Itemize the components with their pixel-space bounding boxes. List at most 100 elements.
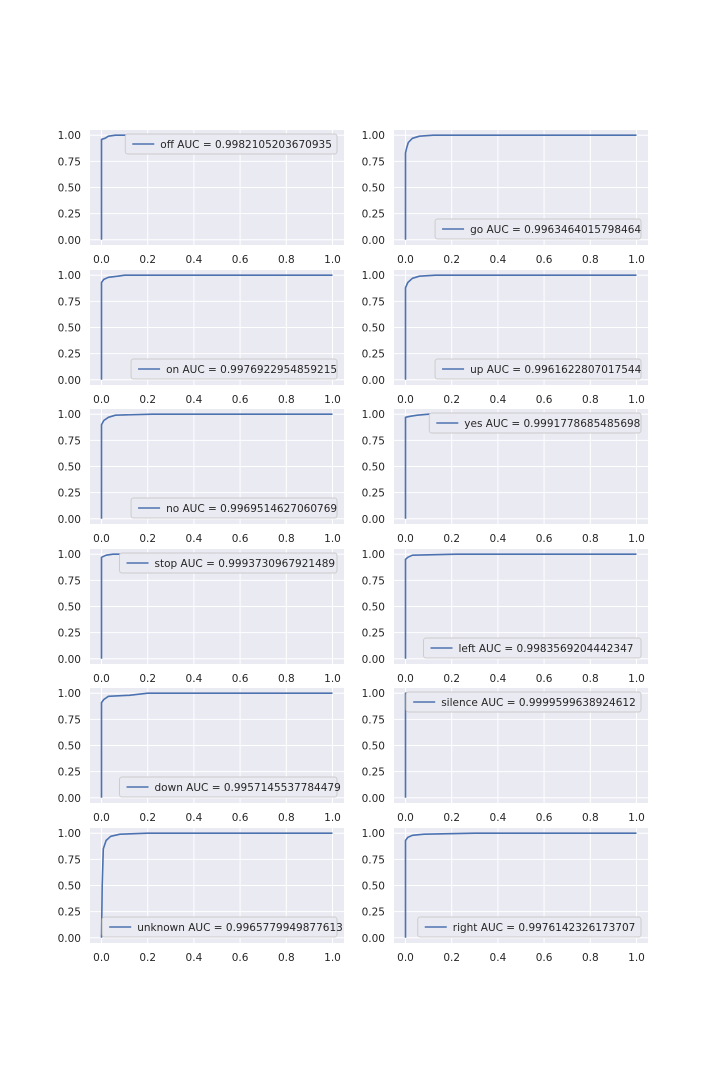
y-tick-label: 0.75 xyxy=(58,296,81,308)
roc-curve-line xyxy=(100,832,333,938)
x-tick-label: 0.0 xyxy=(397,254,414,266)
y-tick-label: 0.50 xyxy=(362,602,385,614)
y-tick-label: 0.75 xyxy=(58,435,81,447)
roc-subplot-2: 0.0 0.2 0.4 0.6 0.8 1.0 0.00 0.25 0.50 0.75 1.00 go… xyxy=(362,130,648,266)
y-tick-label: 0.00 xyxy=(58,235,81,247)
y-tick-label: 0.00 xyxy=(362,514,385,526)
x-tick-label: 1.0 xyxy=(628,673,645,685)
x-tick-label: 0.8 xyxy=(278,673,295,685)
legend-box xyxy=(130,497,338,519)
roc-subplot-3: 0.0 0.2 0.4 0.6 0.8 1.0 0.00 0.25 0.50 0.75 1.00 on… xyxy=(58,270,344,406)
x-tick-label: 0.6 xyxy=(536,394,553,406)
x-tick-label: 0.8 xyxy=(582,673,599,685)
y-tick-label: 1.00 xyxy=(362,688,385,700)
y-tick-label: 1.00 xyxy=(58,549,81,561)
legend: right AUC = 0.9976142326173707 xyxy=(417,916,642,938)
x-tick-label: 0.6 xyxy=(232,394,249,406)
x-tick-label: 1.0 xyxy=(628,394,645,406)
y-tick-label: 0.25 xyxy=(362,907,385,919)
x-tick-label: 0.0 xyxy=(93,673,110,685)
x-tick-label: 0.4 xyxy=(490,254,507,266)
y-tick-label: 0.25 xyxy=(58,767,81,779)
roc-subplot-4: 0.0 0.2 0.4 0.6 0.8 1.0 0.00 0.25 0.50 0.75 1.00 up… xyxy=(362,270,648,406)
roc-subplot-8: 0.0 0.2 0.4 0.6 0.8 1.0 0.00 0.25 0.50 0.75 1.00 le… xyxy=(362,549,648,685)
legend-label: no AUC = 0.9969514627060769 xyxy=(166,503,337,515)
y-tick-label: 0.00 xyxy=(362,235,385,247)
x-tick-label: 0.8 xyxy=(278,254,295,266)
y-tick-label: 1.00 xyxy=(58,688,81,700)
legend-label: up AUC = 0.9961622807017544 xyxy=(470,364,642,376)
y-tick-label: 0.50 xyxy=(362,741,385,753)
y-tick-label: 0.00 xyxy=(58,933,81,945)
y-tick-label: 0.50 xyxy=(58,462,81,474)
x-tick-label: 0.8 xyxy=(278,394,295,406)
x-tick-label: 0.0 xyxy=(93,254,110,266)
x-tick-label: 0.4 xyxy=(490,533,507,545)
x-tick-label: 0.6 xyxy=(232,254,249,266)
y-tick-label: 0.50 xyxy=(362,323,385,335)
y-tick-label: 0.75 xyxy=(362,156,385,168)
roc-curve-line xyxy=(404,274,637,380)
x-tick-label: 0.4 xyxy=(490,394,507,406)
legend-label: stop AUC = 0.9993730967921489 xyxy=(155,558,336,570)
legend-label: right AUC = 0.9976142326173707 xyxy=(453,922,636,934)
y-tick-label: 0.00 xyxy=(58,375,81,387)
x-tick-label: 0.0 xyxy=(397,812,414,824)
y-tick-label: 0.75 xyxy=(362,714,385,726)
y-tick-label: 0.25 xyxy=(58,628,81,640)
x-tick-label: 0.0 xyxy=(397,394,414,406)
y-tick-label: 0.25 xyxy=(58,907,81,919)
roc-curve-line xyxy=(404,832,637,938)
y-tick-label: 0.50 xyxy=(58,602,81,614)
y-tick-label: 0.00 xyxy=(362,793,385,805)
y-tick-label: 0.75 xyxy=(362,575,385,587)
x-tick-label: 0.2 xyxy=(139,394,156,406)
legend-label: on AUC = 0.9976922954859215 xyxy=(166,364,337,376)
x-tick-label: 0.2 xyxy=(139,533,156,545)
y-tick-label: 0.25 xyxy=(58,349,81,361)
legend: go AUC = 0.9963464015798464 xyxy=(434,218,642,240)
x-tick-label: 0.0 xyxy=(397,673,414,685)
legend: down AUC = 0.9957145537784479 xyxy=(119,776,341,798)
y-tick-label: 0.75 xyxy=(58,714,81,726)
legend: stop AUC = 0.9993730967921489 xyxy=(119,552,338,574)
x-tick-label: 0.2 xyxy=(139,812,156,824)
legend-label: down AUC = 0.9957145537784479 xyxy=(155,782,341,794)
x-tick-label: 0.8 xyxy=(582,533,599,545)
roc-curve-line xyxy=(100,413,333,519)
y-tick-label: 0.00 xyxy=(58,654,81,666)
y-tick-label: 0.75 xyxy=(362,854,385,866)
x-tick-label: 0.4 xyxy=(490,952,507,964)
roc-subplot-10: 0.0 0.2 0.4 0.6 0.8 1.0 0.00 0.25 0.50 0.75 1.00 si… xyxy=(362,688,648,824)
x-tick-label: 0.2 xyxy=(443,394,460,406)
legend-label: left AUC = 0.9983569204442347 xyxy=(459,643,634,655)
y-tick-label: 0.75 xyxy=(362,435,385,447)
roc-curve-line xyxy=(404,553,637,659)
y-tick-label: 0.00 xyxy=(58,793,81,805)
x-tick-label: 0.2 xyxy=(443,952,460,964)
x-tick-label: 0.6 xyxy=(536,533,553,545)
y-tick-label: 0.25 xyxy=(362,349,385,361)
x-tick-label: 1.0 xyxy=(628,254,645,266)
x-tick-label: 0.8 xyxy=(582,952,599,964)
roc-subplot-12: 0.0 0.2 0.4 0.6 0.8 1.0 0.00 0.25 0.50 0.75 1.00 ri… xyxy=(362,828,648,964)
legend-box xyxy=(124,133,338,155)
x-tick-label: 1.0 xyxy=(324,533,341,545)
x-tick-label: 0.4 xyxy=(490,812,507,824)
roc-subplot-5: 0.0 0.2 0.4 0.6 0.8 1.0 0.00 0.25 0.50 0.75 1.00 no… xyxy=(58,409,344,545)
y-tick-label: 0.50 xyxy=(362,183,385,195)
roc-subplot-11: 0.0 0.2 0.4 0.6 0.8 1.0 0.00 0.25 0.50 0.75 1.00 un… xyxy=(58,828,344,964)
y-tick-label: 0.25 xyxy=(362,767,385,779)
y-tick-label: 0.50 xyxy=(362,462,385,474)
legend-label: go AUC = 0.9963464015798464 xyxy=(470,224,641,236)
legend: on AUC = 0.9976922954859215 xyxy=(130,358,338,380)
y-tick-label: 0.75 xyxy=(58,156,81,168)
y-tick-label: 0.50 xyxy=(58,183,81,195)
legend-box xyxy=(405,691,642,713)
x-tick-label: 0.8 xyxy=(582,394,599,406)
y-tick-label: 0.25 xyxy=(362,628,385,640)
x-tick-label: 0.4 xyxy=(186,394,203,406)
y-tick-label: 1.00 xyxy=(362,828,385,840)
x-tick-label: 0.2 xyxy=(139,673,156,685)
